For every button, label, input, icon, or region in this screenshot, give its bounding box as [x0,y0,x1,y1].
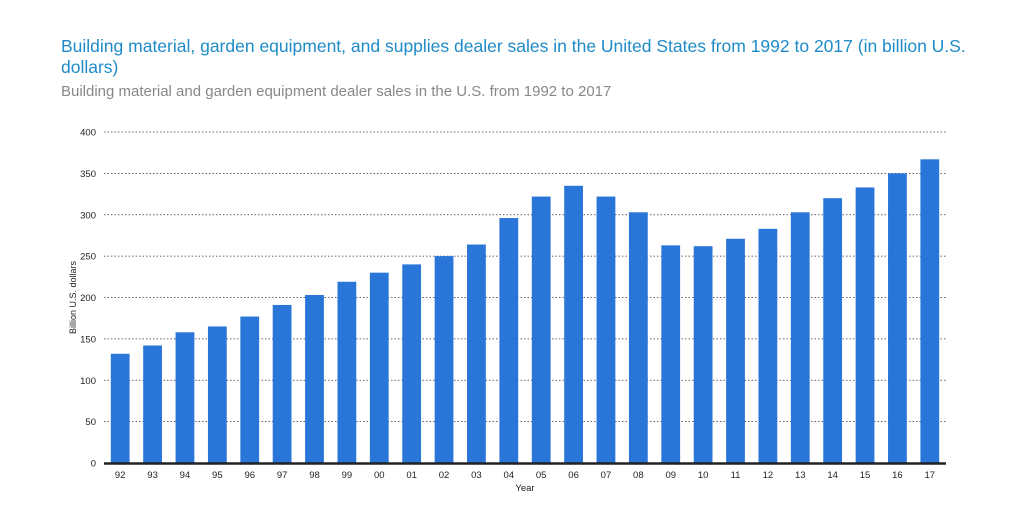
bar [693,246,713,463]
bar [855,187,875,463]
bar [888,173,907,463]
bar [337,281,357,463]
bar [369,272,389,463]
bar [564,185,583,463]
bar [272,304,292,463]
bar [726,238,745,463]
x-tick-label: 04 [504,470,515,481]
bar [110,353,130,463]
y-tick-label: 350 [80,169,96,180]
y-tick-label: 200 [80,293,96,304]
y-tick-label: 100 [80,376,96,387]
x-tick-label: 09 [665,470,676,481]
bar [207,326,227,463]
x-tick-label: 06 [568,470,579,481]
bar [467,244,486,463]
y-tick-label: 400 [80,128,96,139]
x-tick-label: 12 [763,470,774,481]
x-tick-label: 16 [892,470,903,481]
x-tick-label: 94 [180,470,191,481]
x-tick-label: 00 [374,470,385,481]
x-tick-label: 10 [698,470,709,481]
bar [531,196,551,464]
bar [143,345,162,463]
x-tick-label: 99 [342,470,353,481]
x-tick-label: 02 [439,470,450,481]
x-tick-label: 92 [115,470,126,481]
x-tick-label: 08 [633,470,644,481]
bar [628,212,648,463]
y-tick-label: 50 [85,417,96,428]
bar [758,228,778,463]
bar [402,264,422,463]
x-tick-label: 13 [795,470,806,481]
x-tick-label: 11 [731,470,741,481]
bar [596,196,616,464]
bar [499,218,519,463]
bar [823,198,843,463]
x-tick-label: 93 [147,470,158,481]
bar [920,159,940,463]
y-axis-label: Billion U.S. dollars [68,260,78,334]
x-tick-label: 15 [860,470,871,481]
bar [661,245,681,463]
bar [305,295,324,463]
x-tick-label: 01 [406,470,417,481]
bar [790,212,810,463]
x-tick-label: 07 [601,470,612,481]
gridlines [104,131,946,423]
bar [175,332,195,463]
x-axis-ticks: 92 93 94 95 96 97 98 99 00 01 02 03 04 05 06 07 08 09 10 11… [115,470,935,481]
y-tick-label: 0 [91,459,96,470]
x-tick-label: 14 [827,470,838,481]
x-tick-label: 17 [925,470,936,481]
bar [434,256,454,463]
y-axis-ticks: 0 50 100 150 200 250 300 350 400 [80,128,96,470]
y-tick-label: 250 [80,252,96,263]
x-tick-label: 03 [471,470,482,481]
x-tick-label: 96 [244,470,255,481]
chart-title: Building material, garden equipment, and… [61,36,966,77]
bar [240,316,260,463]
x-axis-label: Year [515,483,534,494]
y-tick-label: 150 [80,334,96,345]
x-tick-label: 05 [536,470,547,481]
x-tick-label: 98 [309,470,320,481]
chart-subtitle: Building material and garden equipment d… [61,83,612,100]
bars [110,159,940,464]
x-tick-label: 97 [277,470,288,481]
x-tick-label: 95 [212,470,223,481]
y-tick-label: 300 [80,210,96,221]
